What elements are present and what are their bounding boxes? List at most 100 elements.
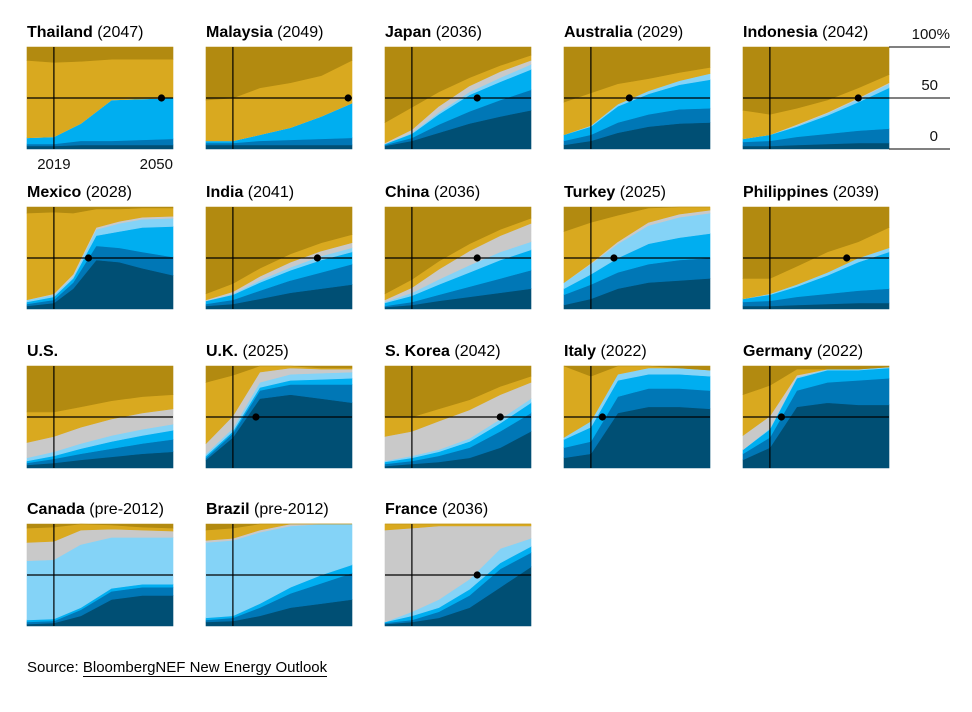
source-label: Source:: [27, 659, 83, 676]
panel-title: India (2041): [206, 184, 294, 201]
crossover-dot: [496, 413, 504, 421]
panel-title: Turkey (2025): [564, 184, 666, 201]
panel-title: Germany (2022): [743, 343, 863, 360]
panel-title: Philippines (2039): [743, 184, 879, 201]
panel-germany: Germany (2022): [742, 343, 890, 469]
area-band-6: [563, 365, 711, 377]
panel-title: S. Korea (2042): [385, 343, 501, 360]
panel-title: Italy (2022): [564, 343, 647, 360]
panel-title: Indonesia (2042): [743, 24, 868, 41]
area-band-0: [205, 144, 353, 150]
panel-year: (2042): [818, 24, 869, 41]
crossover-dot: [598, 413, 607, 421]
panel-title: France (2036): [385, 501, 488, 518]
panel-country: China: [385, 184, 430, 201]
y-tick-label: 100%: [912, 26, 950, 43]
panel-australia: Australia (2029): [563, 24, 711, 150]
panel-country: Japan: [385, 24, 431, 41]
panel-year: (2022): [812, 343, 863, 360]
panel-country: U.S.: [27, 343, 58, 360]
source-link[interactable]: BloombergNEF New Energy Outlook: [82, 659, 328, 677]
panel-year: (2047): [93, 24, 144, 41]
area-band-6: [563, 206, 710, 232]
panel-china: China (2036): [384, 184, 532, 310]
panel-title: Japan (2036): [385, 24, 482, 41]
panel-title: U.S.: [27, 343, 58, 360]
panel-country: Australia: [564, 24, 633, 41]
panel-year: (pre-2012): [85, 501, 164, 518]
panel-year: (2039): [828, 184, 879, 201]
panel-year: (2042): [450, 343, 501, 360]
panel-u-s-: U.S.: [26, 343, 174, 469]
panel-year: (2036): [437, 501, 488, 518]
panel-country: Indonesia: [743, 24, 818, 41]
panel-title: Mexico (2028): [27, 184, 132, 201]
area-band-6: [26, 206, 174, 214]
panel-japan: Japan (2036): [384, 24, 532, 150]
panel-year: (pre-2012): [250, 501, 329, 518]
crossover-dot: [610, 254, 618, 262]
y-tick-label: 50: [921, 77, 938, 94]
panel-country: Malaysia: [206, 24, 273, 41]
panel-year: (2041): [243, 184, 294, 201]
panel-country: Brazil: [206, 501, 250, 518]
crossover-dot: [252, 413, 260, 421]
panel-country: Italy: [564, 343, 596, 360]
panel-year: (2028): [81, 184, 132, 201]
y-tick-label: 0: [930, 128, 938, 145]
crossover-dot: [473, 571, 481, 579]
panel-year: (2022): [596, 343, 647, 360]
panel-country: U.K.: [206, 343, 238, 360]
crossover-dot: [473, 254, 481, 262]
panel-title: U.K. (2025): [206, 343, 289, 360]
crossover-dot: [854, 94, 862, 102]
panel-year: (2049): [273, 24, 324, 41]
panel-indonesia: Indonesia (2042): [742, 24, 890, 150]
panel-country: Turkey: [564, 184, 615, 201]
crossover-dot: [843, 254, 851, 262]
panel-year: (2025): [238, 343, 289, 360]
crossover-dot: [777, 413, 786, 421]
panel-canada: Canada (pre-2012): [26, 501, 174, 627]
panel-italy: Italy (2022): [563, 343, 711, 469]
panel-title: Canada (pre-2012): [27, 501, 164, 518]
x-tick-label: 2019: [37, 156, 70, 173]
panel-title: Australia (2029): [564, 24, 683, 41]
source-note: Source: BloombergNEF New Energy Outlook: [27, 659, 328, 677]
panel-title: China (2036): [385, 184, 480, 201]
panel-year: (2036): [429, 184, 480, 201]
panel-turkey: Turkey (2025): [563, 184, 711, 310]
panel-mexico: Mexico (2028): [26, 184, 174, 310]
area-band-6: [205, 523, 352, 531]
panel-brazil: Brazil (pre-2012): [205, 501, 353, 627]
panel-country: S. Korea: [385, 343, 450, 360]
panel-title: Malaysia (2049): [206, 24, 323, 41]
crossover-dot: [625, 94, 633, 102]
panel-france: France (2036): [384, 501, 532, 627]
panel-thailand: Thailand (2047): [26, 24, 174, 150]
panel-year: (2025): [615, 184, 666, 201]
crossover-dot: [344, 94, 352, 102]
panel-title: Brazil (pre-2012): [206, 501, 329, 518]
crossover-dot: [157, 94, 166, 102]
crossover-dot: [84, 254, 93, 262]
panel-country: Germany: [743, 343, 812, 360]
panel-philippines: Philippines (2039): [742, 184, 890, 310]
panel-country: Philippines: [743, 184, 828, 201]
panel-title: Thailand (2047): [27, 24, 143, 41]
panel-u-k-: U.K. (2025): [205, 343, 353, 469]
panel-country: India: [206, 184, 243, 201]
panel-country: France: [385, 501, 438, 518]
panel-s-korea: S. Korea (2042): [384, 343, 532, 469]
x-tick-label: 2050: [140, 156, 173, 173]
panel-malaysia: Malaysia (2049): [205, 24, 353, 150]
panel-india: India (2041): [205, 184, 353, 310]
panel-country: Canada: [27, 501, 85, 518]
crossover-dot: [473, 94, 481, 102]
panel-country: Thailand: [27, 24, 93, 41]
crossover-dot: [313, 254, 322, 262]
panel-country: Mexico: [27, 184, 81, 201]
panel-year: (2036): [431, 24, 482, 41]
panel-year: (2029): [632, 24, 683, 41]
